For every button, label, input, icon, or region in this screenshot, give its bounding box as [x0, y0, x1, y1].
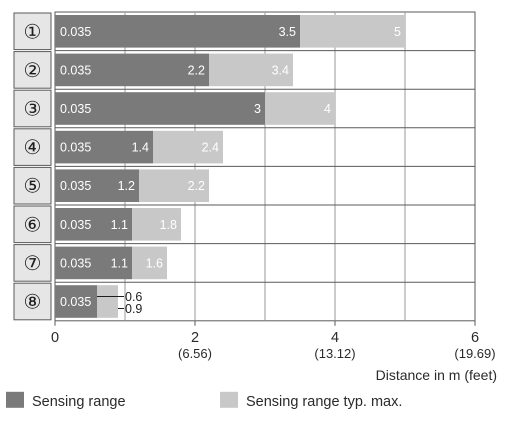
bar-value-label: 0.6	[125, 290, 142, 304]
bar-value-label: 1.2	[118, 179, 135, 193]
bar-start-label: 0.035	[60, 141, 91, 155]
bar-value-label: 1.1	[111, 256, 128, 270]
row-label-cell	[13, 128, 52, 166]
bar-start-label: 0.035	[60, 218, 91, 232]
bar-start-label: 0.035	[60, 295, 91, 309]
bar-typ-max	[300, 15, 405, 48]
bar-sensing-range	[55, 15, 300, 48]
row-label-cell	[13, 166, 52, 205]
bar-sensing-range	[55, 169, 139, 202]
bar-start-label: 0.035	[60, 256, 91, 270]
bar-value-label: 2.2	[188, 63, 205, 77]
x-tick-label: 4	[331, 330, 339, 346]
legend: Sensing range Sensing range typ. max.	[6, 391, 402, 410]
bar-sensing-range	[55, 246, 132, 280]
row-label: ⑦	[24, 253, 42, 275]
bar-sensing-range	[55, 92, 265, 125]
bar-typ-max	[132, 246, 167, 280]
x-axis: 0 2(6.56) 4(13.12) 6(19.69)	[51, 320, 496, 361]
row-label-cell	[13, 205, 52, 244]
bar-value-label: 3.5	[279, 25, 296, 39]
bar-max-label: 0.9	[125, 302, 142, 316]
legend-label: Sensing range typ. max.	[246, 394, 402, 410]
x-tick-sublabel: (13.12)	[314, 346, 355, 361]
x-tick-label: 6	[471, 330, 479, 346]
bar-sensing-range	[55, 130, 153, 164]
row-label-cell	[13, 12, 52, 51]
row-label-cell	[13, 51, 52, 89]
row-label-cell	[13, 89, 52, 128]
row-label-cell	[13, 244, 52, 282]
bar-value-label: 3	[254, 102, 261, 116]
bar-typ-max	[265, 92, 335, 125]
legend-swatch-typ-max	[220, 391, 238, 408]
row-label-column: ① ② ③ ④ ⑤ ⑥ ⑦ ⑧	[13, 12, 52, 321]
x-tick-label: 0	[51, 330, 59, 346]
bar-sensing-range	[55, 208, 132, 241]
x-tick-label: 2	[191, 330, 199, 346]
bar-sensing-range	[55, 53, 209, 87]
bar-typ-max	[139, 169, 209, 202]
bar-value-label: 1.1	[111, 218, 128, 232]
bar-max-label: 1.6	[146, 256, 163, 270]
bar-max-label: 5	[394, 25, 401, 39]
row-label: ⑤	[24, 176, 42, 198]
x-axis-label: Distance in m (feet)	[376, 367, 497, 383]
legend-label: Sensing range	[32, 394, 126, 410]
bar-max-label: 1.8	[160, 218, 177, 232]
row-label: ⑥	[24, 214, 42, 236]
row-label: ①	[24, 21, 42, 43]
row-label: ③	[24, 99, 42, 121]
bar-start-label: 0.035	[60, 63, 91, 77]
bar-max-label: 2.4	[202, 141, 219, 155]
row-label-cell	[13, 282, 52, 321]
bar-value-label: 1.4	[132, 141, 149, 155]
bar-typ-max	[209, 53, 293, 87]
bar-start-label: 0.035	[60, 25, 91, 39]
bar-sensing-range	[55, 285, 97, 318]
bar-max-label: 3.4	[272, 63, 289, 77]
bar-typ-max	[132, 208, 181, 241]
row-label: ⑧	[24, 292, 42, 314]
bar-max-label: 4	[324, 102, 331, 116]
bar-typ-max	[97, 285, 118, 318]
row-label: ②	[24, 60, 42, 82]
x-tick-sublabel: (6.56)	[178, 346, 212, 361]
x-tick-sublabel: (19.69)	[454, 346, 495, 361]
bar-start-label: 0.035	[60, 102, 91, 116]
bars: 0.035 3.5 5 0.035 2.2 3.4 0.035 3 4 0.035 1.4 2.4 0.…	[55, 15, 405, 318]
bar-typ-max	[153, 130, 223, 164]
bar-max-label: 2.2	[188, 179, 205, 193]
row-label: ④	[24, 137, 42, 159]
legend-swatch-sensing-range	[6, 391, 24, 408]
bar-start-label: 0.035	[60, 179, 91, 193]
